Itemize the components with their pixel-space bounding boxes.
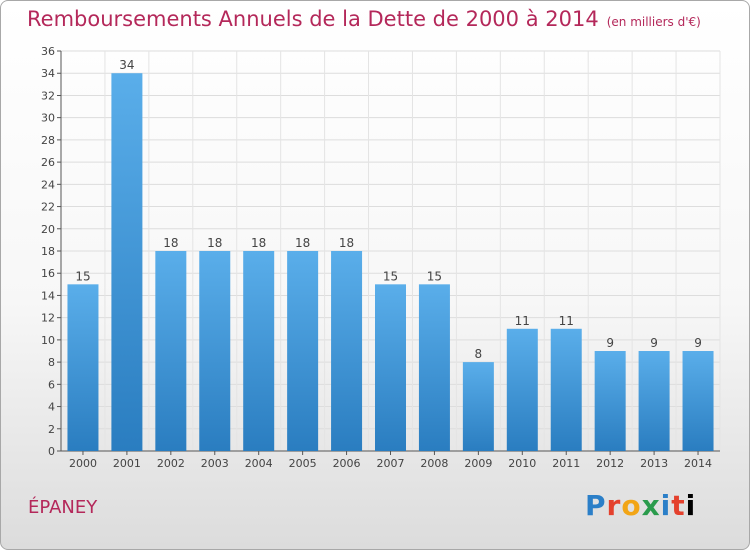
data-label: 34 (119, 58, 134, 72)
y-tick-label: 32 (41, 89, 55, 102)
bar (550, 328, 582, 451)
y-tick-label: 0 (48, 445, 55, 458)
x-tick-label: 2012 (596, 457, 624, 470)
y-tick-label: 12 (41, 312, 55, 325)
bar (199, 251, 231, 451)
bar (462, 362, 494, 451)
bar (506, 328, 538, 451)
bar (155, 251, 187, 451)
data-label: 8 (475, 347, 483, 361)
bar (67, 284, 99, 451)
y-tick-label: 8 (48, 356, 55, 369)
logo-letter: i (685, 489, 697, 522)
y-tick-label: 4 (48, 401, 55, 414)
x-tick-label: 2005 (289, 457, 317, 470)
x-tick-label: 2001 (113, 457, 141, 470)
x-tick-label: 2008 (420, 457, 448, 470)
bar (375, 284, 406, 451)
data-label: 18 (251, 236, 266, 250)
x-tick-label: 2004 (245, 457, 273, 470)
x-tick-label: 2006 (333, 457, 361, 470)
bar (331, 251, 363, 451)
x-tick-label: 2013 (640, 457, 668, 470)
bar (594, 351, 626, 451)
bar (682, 351, 714, 451)
data-label: 9 (650, 336, 658, 350)
bar (111, 73, 143, 451)
data-labels: 15 34 18 18 18 18 18 15 15 8 11 11 9 9 9 (75, 58, 702, 361)
y-tick-label: 26 (41, 156, 55, 169)
y-tick-label: 6 (48, 378, 55, 391)
data-label: 9 (606, 336, 614, 350)
data-label: 18 (339, 236, 354, 250)
y-tick-label: 14 (41, 289, 55, 302)
chart-unit: (en milliers d'€) (606, 15, 701, 29)
bar (287, 251, 319, 451)
y-tick-label: 28 (41, 134, 55, 147)
x-tick-label: 2007 (377, 457, 405, 470)
town-name: ÉPANEY (28, 497, 98, 518)
y-tick-label: 36 (41, 45, 55, 58)
y-tick-label: 16 (41, 267, 55, 280)
y-tick-label: 2 (48, 423, 55, 436)
data-label: 15 (383, 269, 398, 283)
x-tick-label: 2002 (157, 457, 185, 470)
y-tick-label: 10 (41, 334, 55, 347)
x-tick-label: 2000 (69, 457, 97, 470)
chart-title-text: Remboursements Annuels de la Dette de 20… (27, 7, 599, 31)
x-tick-label: 2011 (552, 457, 580, 470)
logo-letter: x (641, 489, 661, 522)
logo-letter: i (660, 489, 672, 522)
x-tick-label: 2003 (201, 457, 229, 470)
bars (67, 73, 714, 451)
data-label: 18 (295, 236, 310, 250)
data-label: 18 (163, 236, 178, 250)
logo-letter: o (621, 489, 642, 522)
y-tick-label: 22 (41, 201, 55, 214)
data-label: 11 (515, 314, 530, 328)
y-tick-label: 20 (41, 223, 55, 236)
logo-letter: P (585, 489, 607, 522)
y-tick-label: 18 (41, 245, 55, 258)
data-label: 9 (694, 336, 702, 350)
bar (243, 251, 275, 451)
y-tick-label: 30 (41, 112, 55, 125)
chart-title: Remboursements Annuels de la Dette de 20… (27, 7, 701, 31)
bar (418, 284, 450, 451)
data-label: 15 (427, 269, 442, 283)
x-tick-label: 2010 (508, 457, 536, 470)
data-label: 18 (207, 236, 222, 250)
data-label: 15 (75, 269, 90, 283)
y-tick-label: 24 (41, 178, 55, 191)
bar (638, 351, 670, 451)
logo-letter: t (671, 489, 686, 522)
logo-letter: r (606, 489, 622, 522)
x-tick-label: 2014 (684, 457, 712, 470)
y-tick-label: 34 (41, 67, 55, 80)
x-tick-label: 2009 (464, 457, 492, 470)
proxiti-logo: Proxiti (585, 489, 696, 522)
data-label: 11 (559, 314, 574, 328)
